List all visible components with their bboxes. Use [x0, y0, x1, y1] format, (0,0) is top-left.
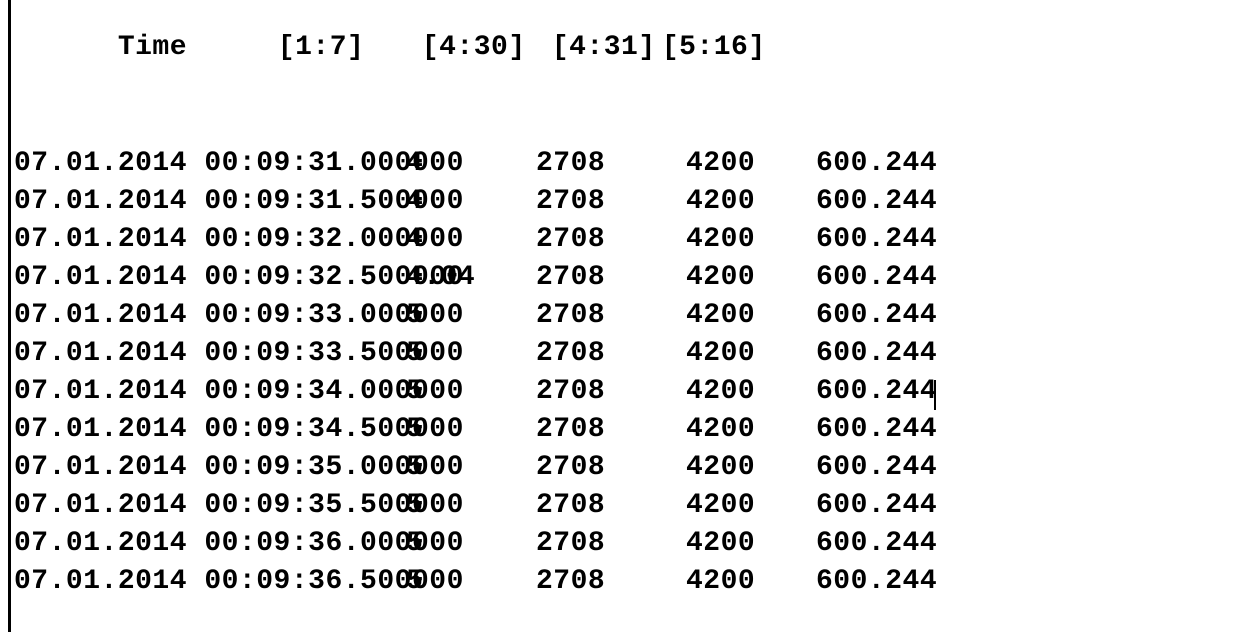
cell-v2: 2708 — [536, 150, 686, 178]
cell-v3: 4200 — [686, 530, 816, 558]
cell-v1: 5 — [386, 568, 536, 596]
cell-v3: 4200 — [686, 150, 816, 178]
table-row[interactable]: 07.01.2014 00:09:32.5000004.042708420060… — [14, 264, 1240, 302]
cell-time: 07.01.2014 00:09:31.000000 — [14, 150, 386, 178]
left-vertical-rule — [8, 0, 11, 632]
cell-v2: 2708 — [536, 188, 686, 216]
header-row: Time[1:7][4:30][4:31][5:16] — [14, 6, 1240, 40]
cell-v3: 4200 — [686, 264, 816, 292]
header-col-4: [5:16] — [662, 34, 782, 62]
table-row[interactable]: 07.01.2014 00:09:35.000000527084200600.2… — [14, 454, 1240, 492]
cell-v4: 600.244 — [816, 454, 976, 482]
table-row[interactable]: 07.01.2014 00:09:32.000000427084200600.2… — [14, 226, 1240, 264]
cell-v2: 2708 — [536, 454, 686, 482]
cell-v2: 2708 — [536, 302, 686, 330]
table-row[interactable]: 07.01.2014 00:09:36.000000527084200600.2… — [14, 530, 1240, 568]
cell-v2: 2708 — [536, 416, 686, 444]
cell-time: 07.01.2014 00:09:36.500000 — [14, 568, 386, 596]
cell-time: 07.01.2014 00:09:33.000000 — [14, 302, 386, 330]
cell-v3: 4200 — [686, 568, 816, 596]
cell-v1: 5 — [386, 530, 536, 558]
cell-v1: 5 — [386, 492, 536, 520]
table-row[interactable]: 07.01.2014 00:09:34.500000527084200600.2… — [14, 416, 1240, 454]
cell-v3: 4200 — [686, 492, 816, 520]
cell-v3: 4200 — [686, 454, 816, 482]
table-row[interactable]: 07.01.2014 00:09:33.500000527084200600.2… — [14, 340, 1240, 378]
cell-v1: 4 — [386, 150, 536, 178]
cell-v4: 600.244 — [816, 568, 976, 596]
table-row[interactable]: 07.01.2014 00:09:31.000000427084200600.2… — [14, 150, 1240, 188]
text-log-viewport: Time[1:7][4:30][4:31][5:16] 07.01.2014 0… — [0, 0, 1240, 632]
cell-v2: 2708 — [536, 264, 686, 292]
cell-v4: 600.244 — [816, 188, 976, 216]
cell-v1: 5 — [386, 378, 536, 406]
cell-v4: 600.244 — [816, 150, 976, 178]
rows-clip: 07.01.2014 00:09:31.000000427084200600.2… — [14, 150, 1240, 606]
table-row[interactable]: 07.01.2014 00:09:36.500000527084200600.2… — [14, 568, 1240, 606]
cell-v4: 600.244 — [816, 340, 976, 368]
cell-v3: 4200 — [686, 302, 816, 330]
cell-v3: 4200 — [686, 378, 816, 406]
cell-time: 07.01.2014 00:09:35.000000 — [14, 454, 386, 482]
cell-v4: 600.244 — [816, 530, 976, 558]
cell-v1: 5 — [386, 340, 536, 368]
header-col-3: [4:31] — [552, 34, 662, 62]
cell-v1: 5 — [386, 454, 536, 482]
cell-v2: 2708 — [536, 378, 686, 406]
cell-time: 07.01.2014 00:09:31.500000 — [14, 188, 386, 216]
cell-v2: 2708 — [536, 530, 686, 558]
header-col-2: [4:30] — [422, 34, 552, 62]
table-row[interactable]: 07.01.2014 00:09:34.000000527084200600.2… — [14, 378, 1240, 416]
table-row[interactable]: 07.01.2014 00:09:31.500000427084200600.2… — [14, 188, 1240, 226]
cell-v2: 2708 — [536, 568, 686, 596]
text-caret — [934, 380, 936, 410]
cell-v4: 600.244 — [816, 226, 976, 254]
cell-v3: 4200 — [686, 416, 816, 444]
cell-time: 07.01.2014 00:09:32.000000 — [14, 226, 386, 254]
cell-time: 07.01.2014 00:09:34.000000 — [14, 378, 386, 406]
cell-v1: 4 — [386, 188, 536, 216]
cell-time: 07.01.2014 00:09:32.500000 — [14, 264, 386, 292]
table-row[interactable]: 07.01.2014 00:09:35.500000527084200600.2… — [14, 492, 1240, 530]
cell-v4: 600.244 — [816, 264, 976, 292]
cell-time: 07.01.2014 00:09:36.000000 — [14, 530, 386, 558]
header-time-label: Time — [118, 34, 278, 62]
cell-v1: 5 — [386, 302, 536, 330]
cell-v1: 5 — [386, 416, 536, 444]
cell-v3: 4200 — [686, 340, 816, 368]
cell-v4: 600.244 — [816, 378, 976, 406]
cell-v1: 4 — [386, 226, 536, 254]
cell-v4: 600.244 — [816, 302, 976, 330]
log-content[interactable]: Time[1:7][4:30][4:31][5:16] 07.01.2014 0… — [14, 6, 1240, 632]
cell-v3: 4200 — [686, 226, 816, 254]
cell-v2: 2708 — [536, 340, 686, 368]
cell-v4: 600.244 — [816, 416, 976, 444]
header-col-1: [1:7] — [278, 34, 422, 62]
data-rows: 07.01.2014 00:09:31.000000427084200600.2… — [14, 150, 1240, 606]
cell-time: 07.01.2014 00:09:35.500000 — [14, 492, 386, 520]
cell-time: 07.01.2014 00:09:33.500000 — [14, 340, 386, 368]
table-row[interactable]: 07.01.2014 00:09:33.000000527084200600.2… — [14, 302, 1240, 340]
cell-v3: 4200 — [686, 188, 816, 216]
cell-v4: 600.244 — [816, 492, 976, 520]
cell-time: 07.01.2014 00:09:34.500000 — [14, 416, 386, 444]
cell-v2: 2708 — [536, 226, 686, 254]
cell-v2: 2708 — [536, 492, 686, 520]
cell-v1: 4.04 — [386, 264, 536, 292]
